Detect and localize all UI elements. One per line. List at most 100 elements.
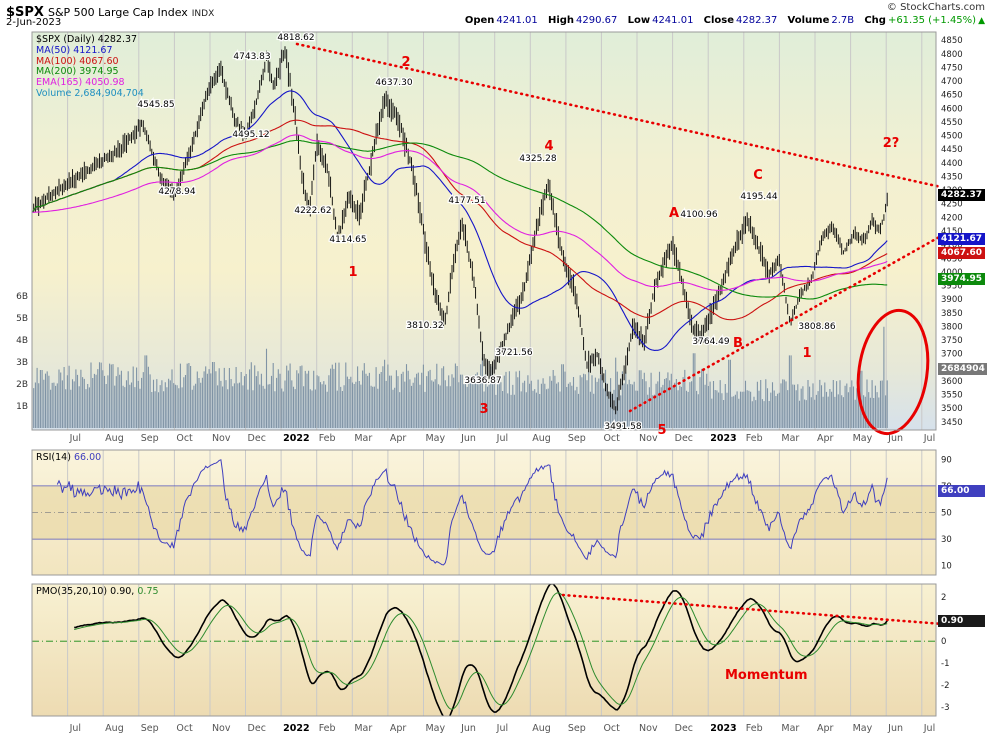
price-annotation-label: 4325.28: [519, 154, 556, 164]
month-label-top: Jun: [460, 433, 476, 444]
copyright: © StockCharts.com: [886, 2, 985, 13]
pmo-signal-line: [74, 592, 888, 710]
low-label: Low: [627, 15, 651, 26]
month-label-bottom: Jun: [887, 723, 903, 734]
elliott-wave-label: C: [753, 168, 763, 183]
price-annotation-label: 4222.62: [294, 206, 331, 216]
month-label-bottom: Feb: [746, 723, 763, 734]
legend-volume: Volume 2,684,904,704: [36, 87, 144, 99]
price-annotation-label: 3764.49: [692, 337, 729, 347]
price-annotation-label: 4743.83: [233, 52, 270, 62]
month-label-top: Dec: [248, 433, 266, 444]
month-label-top: Dec: [675, 433, 693, 444]
rsi-axis-label: 50: [941, 509, 952, 519]
legend-ma50: MA(50) 4121.67: [36, 44, 113, 56]
trendline-pmo: [561, 593, 945, 626]
month-label-bottom: Aug: [532, 723, 551, 734]
month-label-top: Feb: [319, 433, 336, 444]
close-value: 4282.37: [736, 15, 778, 26]
pmo-signal-value: 0.75: [137, 586, 159, 597]
high-label: High: [547, 15, 575, 26]
pmo-line: [74, 584, 888, 716]
price-axis-label: 3450: [941, 418, 963, 428]
price-axis-label: 4250: [941, 200, 963, 210]
ma50-line: [32, 90, 888, 351]
month-label-top: Aug: [532, 433, 551, 444]
price-annotation-label: 4100.96: [680, 210, 717, 220]
elliott-wave-label: 2?: [883, 136, 900, 151]
breakout-ellipse: [856, 308, 930, 436]
price-candles: [32, 46, 888, 415]
pmo-legend-label: PMO(35,20,10): [36, 586, 108, 597]
up-arrow-icon: ▲: [978, 16, 985, 26]
ma200-line: [32, 139, 888, 300]
pmo-axis-label: -2: [941, 681, 949, 691]
month-label-top: Jul: [923, 433, 935, 444]
open-value: 4241.01: [496, 15, 538, 26]
ema165-line: [32, 134, 888, 291]
month-label-bottom: Mar: [781, 723, 799, 734]
price-panel-border: [31, 31, 937, 431]
month-label-bottom: Aug: [105, 723, 124, 734]
high-value: 4290.67: [576, 15, 618, 26]
price-axis-label: 3500: [941, 404, 963, 414]
elliott-wave-label: 1: [802, 346, 811, 361]
rsi-axis-label: 30: [941, 535, 952, 545]
month-label-bottom: 2023: [710, 723, 736, 734]
month-label-bottom: Mar: [354, 723, 372, 734]
price-annotation-label: 4195.44: [740, 192, 777, 202]
low-value: 4241.01: [652, 15, 694, 26]
month-label-top: Feb: [746, 433, 763, 444]
price-annotation-label: 4114.65: [329, 235, 366, 245]
price-panel-bg: [32, 32, 936, 430]
volume-axis-label: 6B: [16, 292, 28, 302]
elliott-wave-label: 3: [479, 402, 488, 417]
month-label-bottom: Nov: [639, 723, 658, 734]
pmo-axis-label: 0: [941, 637, 946, 647]
month-label-top: Jun: [887, 433, 903, 444]
month-label-bottom: Jul: [923, 723, 935, 734]
month-label-bottom: Dec: [248, 723, 266, 734]
price-axis-label: 4500: [941, 132, 963, 142]
month-label-bottom: May: [425, 723, 445, 734]
price-annotation-label: 4818.62: [277, 33, 314, 43]
index-name: S&P 500 Large Cap Index: [47, 6, 188, 19]
rsi-legend-label: RSI(14): [36, 452, 71, 463]
ma50-callout: 4121.67: [938, 233, 985, 245]
month-label-bottom: May: [853, 723, 873, 734]
rsi-axis-label: 90: [941, 455, 952, 465]
trendline-price: [628, 234, 943, 413]
price-axis-label: 3600: [941, 377, 963, 387]
price-annotation-label: 4177.51: [448, 196, 485, 206]
chart-header: $SPX S&P 500 Large Cap Index INDX: [6, 1, 214, 20]
price-annotation-label: 3636.87: [464, 376, 501, 386]
price-annotation-label: 4278.94: [158, 187, 195, 197]
price-annotation-label: 3491.58: [604, 422, 641, 432]
price-annotation-label: 3808.86: [798, 322, 835, 332]
month-label-bottom: Jul: [69, 723, 81, 734]
ma100-callout: 4067.60: [938, 247, 985, 259]
price-axis-label: 4150: [941, 227, 963, 237]
month-label-top: Sep: [141, 433, 159, 444]
rsi-callout: 66.00: [938, 485, 985, 497]
price-axis-label: 4050: [941, 254, 963, 264]
volume-axis-label: 4B: [16, 336, 28, 346]
price-axis-label: 3900: [941, 295, 963, 305]
pmo-axis-label: -3: [941, 703, 949, 713]
legend-ma100: MA(100) 4067.60: [36, 55, 119, 67]
month-label-top: Aug: [105, 433, 124, 444]
month-label-top: Mar: [354, 433, 372, 444]
month-label-bottom: Sep: [141, 723, 159, 734]
rsi-legend-value: 66.00: [73, 452, 102, 463]
month-label-top: Nov: [212, 433, 231, 444]
price-axis-label: 4000: [941, 268, 963, 278]
exchange: INDX: [191, 9, 215, 19]
legend-spx: $SPX (Daily) 4282.37: [36, 34, 138, 45]
price-annotation-label: 3721.56: [495, 348, 532, 358]
price-axis-label: 3550: [941, 391, 963, 401]
price-axis-label: 4850: [941, 36, 963, 46]
pmo-axis-label: 2: [941, 593, 946, 603]
legend-ema165: EMA(165) 4050.98: [36, 77, 125, 89]
ma200-callout: 3974.95: [938, 273, 985, 285]
month-label-bottom: Dec: [675, 723, 693, 734]
